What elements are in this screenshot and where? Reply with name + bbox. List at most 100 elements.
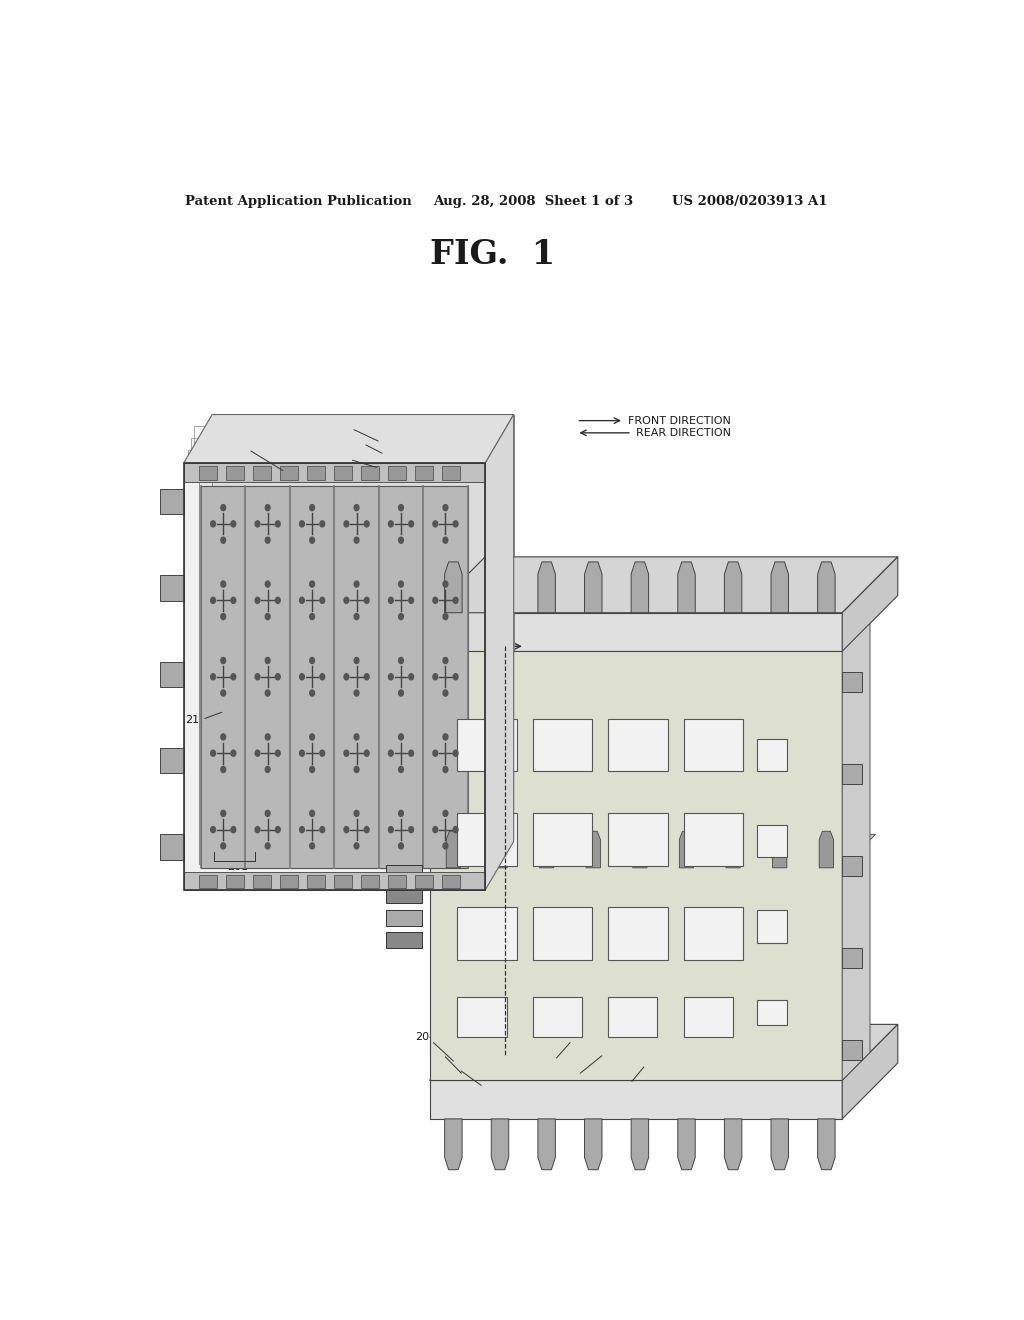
Bar [684,997,733,1038]
Polygon shape [842,764,862,784]
Polygon shape [586,832,600,867]
Bar [388,466,406,479]
Circle shape [309,843,314,849]
Polygon shape [842,557,898,651]
Circle shape [443,581,447,587]
Bar [608,813,668,866]
Circle shape [255,597,260,603]
Bar [307,466,325,479]
Circle shape [398,843,403,849]
Circle shape [300,826,304,833]
Bar [416,875,433,888]
Text: US 2008/0203913 A1: US 2008/0203913 A1 [672,194,827,207]
Text: 206: 206 [348,436,370,446]
Circle shape [454,521,458,527]
Polygon shape [386,865,422,880]
Circle shape [388,673,393,680]
Circle shape [443,690,447,696]
Polygon shape [631,562,648,612]
Circle shape [354,767,359,772]
Circle shape [221,657,225,664]
Circle shape [255,750,260,756]
Circle shape [398,581,403,587]
Polygon shape [444,1119,462,1170]
Circle shape [398,810,403,816]
Text: 216: 216 [428,1045,450,1056]
Circle shape [433,521,437,527]
Circle shape [388,750,393,756]
Polygon shape [430,1080,842,1119]
Bar [458,813,517,866]
Bar [532,997,582,1038]
Bar [307,875,325,888]
Bar [684,813,743,866]
Polygon shape [678,562,695,612]
Polygon shape [492,1119,509,1170]
Circle shape [354,690,359,696]
Circle shape [221,614,225,619]
Polygon shape [631,1119,648,1170]
Circle shape [319,673,325,680]
Circle shape [275,826,281,833]
Circle shape [309,614,314,619]
Circle shape [265,767,270,772]
Circle shape [443,810,447,816]
Bar [532,718,592,771]
Circle shape [275,521,281,527]
Circle shape [319,597,325,603]
Circle shape [211,597,215,603]
Circle shape [443,614,447,619]
Polygon shape [842,623,870,1080]
Circle shape [433,597,437,603]
Circle shape [309,657,314,664]
Circle shape [265,657,270,664]
Text: Aug. 28, 2008  Sheet 1 of 3: Aug. 28, 2008 Sheet 1 of 3 [433,194,634,207]
Polygon shape [842,948,862,968]
Polygon shape [724,1119,741,1170]
Polygon shape [183,873,485,890]
Circle shape [365,826,369,833]
Circle shape [231,597,236,603]
Circle shape [319,521,325,527]
Polygon shape [842,672,862,692]
Circle shape [319,826,325,833]
Bar [388,875,406,888]
Polygon shape [199,437,501,865]
Bar [608,997,657,1038]
Polygon shape [817,1119,836,1170]
Circle shape [365,750,369,756]
Polygon shape [446,832,461,867]
Polygon shape [493,832,507,867]
Circle shape [409,597,414,603]
Circle shape [398,690,403,696]
Circle shape [221,581,225,587]
Bar [532,907,592,960]
Circle shape [433,750,437,756]
Circle shape [221,504,225,511]
Bar [458,718,517,771]
Circle shape [344,521,349,527]
Text: 211: 211 [185,715,206,726]
Circle shape [443,767,447,772]
Circle shape [354,810,359,816]
Polygon shape [430,1024,898,1080]
Circle shape [221,767,225,772]
Circle shape [255,521,260,527]
Text: REAR DIRECTION: REAR DIRECTION [636,428,731,438]
Polygon shape [430,834,876,867]
Circle shape [255,673,260,680]
Circle shape [354,537,359,544]
Circle shape [443,657,447,664]
Circle shape [454,826,458,833]
Circle shape [275,597,281,603]
Bar [757,825,786,857]
Circle shape [365,597,369,603]
Circle shape [454,597,458,603]
Circle shape [443,537,447,544]
Bar [684,907,743,960]
Circle shape [344,597,349,603]
Bar [200,875,217,888]
Polygon shape [430,867,842,892]
Circle shape [309,581,314,587]
Text: I: I [487,639,494,653]
